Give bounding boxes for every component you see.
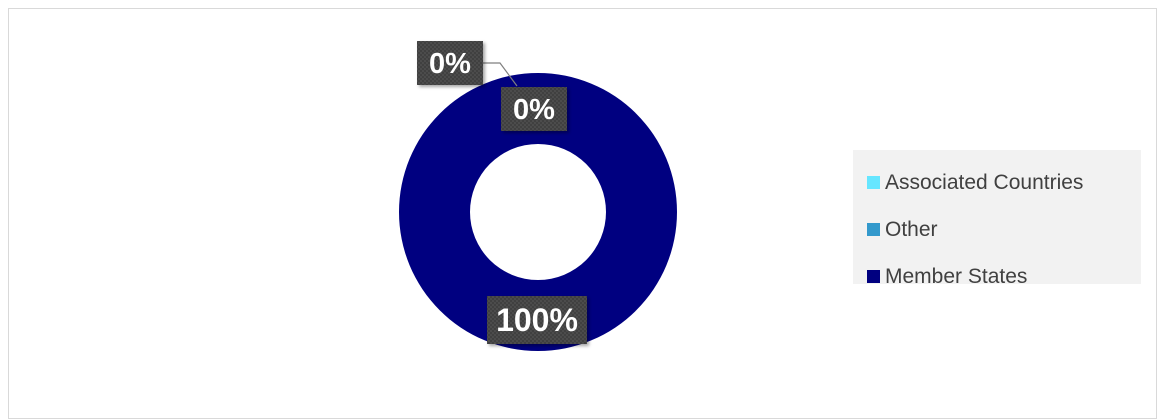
legend-swatch-associated-countries [867,176,880,189]
data-labels: 0% 0% 100% [417,41,587,344]
data-label-member-states: 100% [487,296,587,344]
data-label-associated-countries: 0% [417,41,483,85]
chart-legend: Associated Countries Other Member States [853,150,1141,288]
doughnut-slices [399,73,677,351]
leader-line-associated [482,62,518,87]
legend-label-other: Other [885,217,938,241]
data-label-text-member-states: 100% [496,302,578,338]
legend-item-other: Other [853,206,1141,253]
data-label-text-associated: 0% [429,48,471,80]
legend-item-member-states: Member States [853,253,1141,300]
legend-item-associated-countries: Associated Countries [853,159,1141,206]
data-label-other: 0% [501,87,567,131]
data-label-text-other: 0% [513,94,555,126]
legend-swatch-member-states [867,270,880,283]
legend-swatch-other [867,223,880,236]
legend-label-associated-countries: Associated Countries [885,170,1084,194]
slice-member-states [399,73,677,351]
leader-lines [482,62,518,87]
legend-label-member-states: Member States [885,264,1028,288]
